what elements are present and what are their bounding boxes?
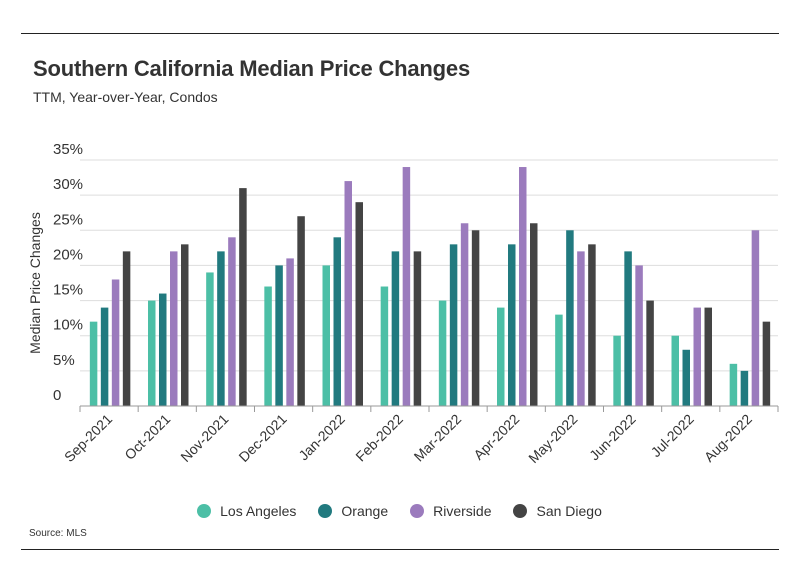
y-tick-label: 0 bbox=[53, 387, 61, 404]
x-tick-label: Jul-2022 bbox=[648, 411, 697, 460]
bar-orange bbox=[333, 237, 341, 406]
bar-riverside bbox=[402, 167, 411, 406]
bar-san-diego bbox=[355, 202, 363, 406]
bar-los-angeles bbox=[148, 300, 156, 406]
bar-orange bbox=[449, 244, 458, 406]
bar-los-angeles bbox=[438, 300, 447, 406]
y-tick-label: 25% bbox=[53, 211, 83, 228]
legend-item: Orange bbox=[318, 503, 388, 519]
bar-san-diego bbox=[588, 244, 596, 406]
x-tick-label: Oct-2021 bbox=[121, 411, 173, 463]
bar-orange bbox=[391, 251, 400, 406]
y-tick-label: 30% bbox=[53, 176, 83, 193]
y-tick-label: 20% bbox=[53, 246, 83, 263]
bar-san-diego bbox=[239, 188, 247, 406]
chart-title: Southern California Median Price Changes bbox=[33, 56, 470, 81]
legend-label: Los Angeles bbox=[220, 503, 297, 519]
bar-riverside bbox=[228, 237, 236, 406]
legend-item: San Diego bbox=[513, 503, 602, 519]
bar-san-diego bbox=[646, 300, 654, 406]
bar-orange bbox=[740, 370, 749, 406]
bottom-rule bbox=[21, 549, 779, 550]
bar-riverside bbox=[344, 181, 352, 406]
chart-subtitle: TTM, Year-over-Year, Condos bbox=[33, 89, 218, 105]
y-axis-title: Median Price Changes bbox=[27, 212, 43, 354]
x-tick-label: Dec-2021 bbox=[235, 411, 289, 465]
bar-san-diego bbox=[413, 251, 422, 406]
x-tick-label: Nov-2021 bbox=[177, 411, 231, 465]
bar-orange bbox=[508, 244, 516, 406]
source-note: Source: MLS bbox=[29, 528, 87, 539]
legend-item: Riverside bbox=[410, 503, 491, 519]
bar-riverside bbox=[286, 258, 294, 406]
bar-riverside bbox=[170, 251, 178, 406]
y-tick-label: 15% bbox=[53, 282, 83, 299]
bar-san-diego bbox=[762, 321, 771, 406]
x-tick-label: Aug-2022 bbox=[701, 411, 755, 465]
y-tick-label: 35% bbox=[53, 141, 83, 158]
bar-san-diego bbox=[704, 307, 712, 406]
legend-label: Riverside bbox=[433, 503, 492, 519]
bar-orange bbox=[217, 251, 225, 406]
chart-legend: Los Angeles Orange Riverside San Diego bbox=[0, 503, 799, 519]
bar-los-angeles bbox=[206, 272, 214, 406]
bar-riverside bbox=[111, 279, 120, 406]
bar-los-angeles bbox=[555, 314, 563, 406]
legend-swatch bbox=[318, 504, 333, 518]
x-tick-label: Jan-2022 bbox=[295, 411, 348, 464]
bar-los-angeles bbox=[89, 321, 98, 406]
bar-orange bbox=[566, 230, 574, 406]
bar-orange bbox=[159, 293, 167, 406]
legend-swatch bbox=[410, 504, 425, 518]
bar-los-angeles bbox=[671, 335, 679, 406]
bar-los-angeles bbox=[264, 286, 272, 406]
x-tick-label: Feb-2022 bbox=[352, 411, 406, 465]
x-tick-label: Sep-2021 bbox=[61, 411, 115, 465]
legend-label: Orange bbox=[341, 503, 389, 519]
bar-san-diego bbox=[471, 230, 480, 406]
legend-label: San Diego bbox=[536, 503, 602, 519]
x-tick-label: Mar-2022 bbox=[411, 411, 465, 465]
legend-swatch bbox=[513, 504, 528, 518]
x-tick-label: Jun-2022 bbox=[586, 411, 639, 464]
bar-riverside bbox=[751, 230, 760, 406]
bar-los-angeles bbox=[380, 286, 389, 406]
bar-orange bbox=[100, 307, 109, 406]
bar-los-angeles bbox=[729, 363, 738, 406]
bar-orange bbox=[682, 349, 690, 406]
bar-riverside bbox=[693, 307, 701, 406]
bar-san-diego bbox=[297, 216, 305, 406]
legend-swatch bbox=[197, 504, 212, 518]
bar-riverside bbox=[519, 167, 527, 406]
top-rule bbox=[21, 33, 779, 34]
bar-riverside bbox=[635, 265, 643, 406]
bar-los-angeles bbox=[613, 335, 621, 406]
x-tick-label: May-2022 bbox=[525, 411, 580, 466]
x-tick-label: Apr-2022 bbox=[470, 411, 522, 463]
bar-san-diego bbox=[181, 244, 189, 406]
bar-riverside bbox=[460, 223, 469, 406]
bar-los-angeles bbox=[322, 265, 330, 406]
y-tick-label: 10% bbox=[53, 317, 83, 334]
bar-los-angeles bbox=[497, 307, 505, 406]
bar-riverside bbox=[577, 251, 585, 406]
y-tick-label: 5% bbox=[53, 352, 75, 369]
bar-orange bbox=[275, 265, 283, 406]
bar-orange bbox=[624, 251, 632, 406]
legend-item: Los Angeles bbox=[197, 503, 296, 519]
bar-san-diego bbox=[122, 251, 131, 406]
bar-san-diego bbox=[530, 223, 538, 406]
